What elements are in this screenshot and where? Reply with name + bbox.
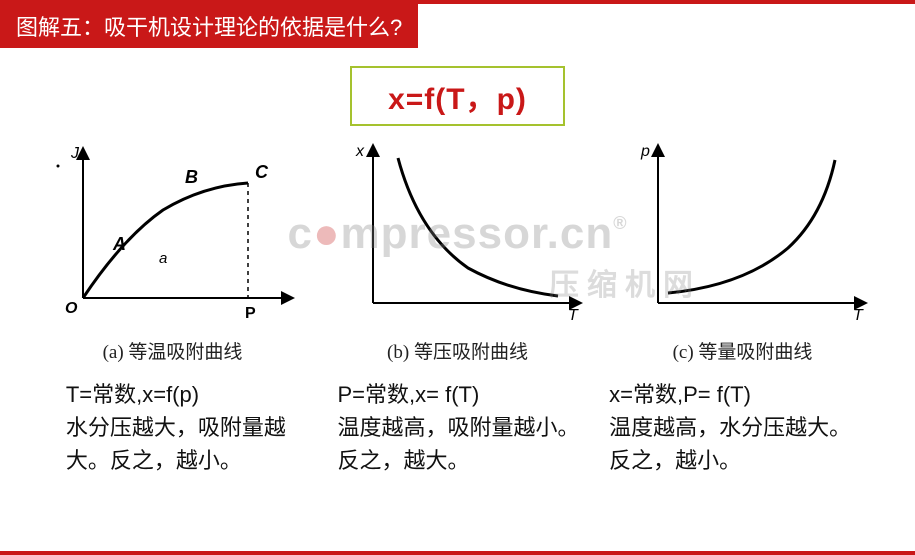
curve-c [668,160,835,293]
slide-title: 图解五：吸干机设计理论的依据是什么? [0,4,418,48]
chart-c-svg: p T [613,138,873,328]
chart-b-svg: x T [328,138,588,328]
desc-b: P=常数,x= f(T)温度越高，吸附量越小。反之，越大。 [337,378,597,477]
x-label: T [853,307,864,324]
y-label: p [640,143,650,160]
chart-a: J P O A B C a (a) 等温吸附曲线 [33,138,313,364]
main-formula: x=f(T，p) [350,66,565,126]
desc-c: x=常数,P= f(T)温度越高，水分压越大。反之，越小。 [609,378,869,477]
x-label: P [245,305,256,322]
caption-b: (b) 等压吸附曲线 [318,337,598,364]
descriptions-row: T=常数,x=f(p)水分压越大，吸附量越大。反之，越小。 P=常数,x= f(… [0,364,915,477]
y-label: x [355,143,365,160]
caption-a: (a) 等温吸附曲线 [33,337,313,364]
dot-decoration [56,165,59,168]
charts-row: J P O A B C a (a) 等温吸附曲线 x T (b) 等压吸附曲线 [0,138,915,364]
point-C: C [255,162,269,182]
chart-a-svg: J P O A B C a [43,138,303,328]
chart-c: p T (c) 等量吸附曲线 [603,138,883,364]
caption-c: (c) 等量吸附曲线 [603,337,883,364]
origin-label: O [65,300,78,317]
point-a-small: a [159,250,167,267]
chart-b: x T (b) 等压吸附曲线 [318,138,598,364]
curve-a [83,183,248,298]
point-B: B [185,167,198,187]
x-label: T [568,307,579,324]
desc-a: T=常数,x=f(p)水分压越大，吸附量越大。反之，越小。 [66,378,326,477]
point-A: A [112,234,126,254]
curve-b [398,158,558,296]
y-label: J [70,145,80,162]
